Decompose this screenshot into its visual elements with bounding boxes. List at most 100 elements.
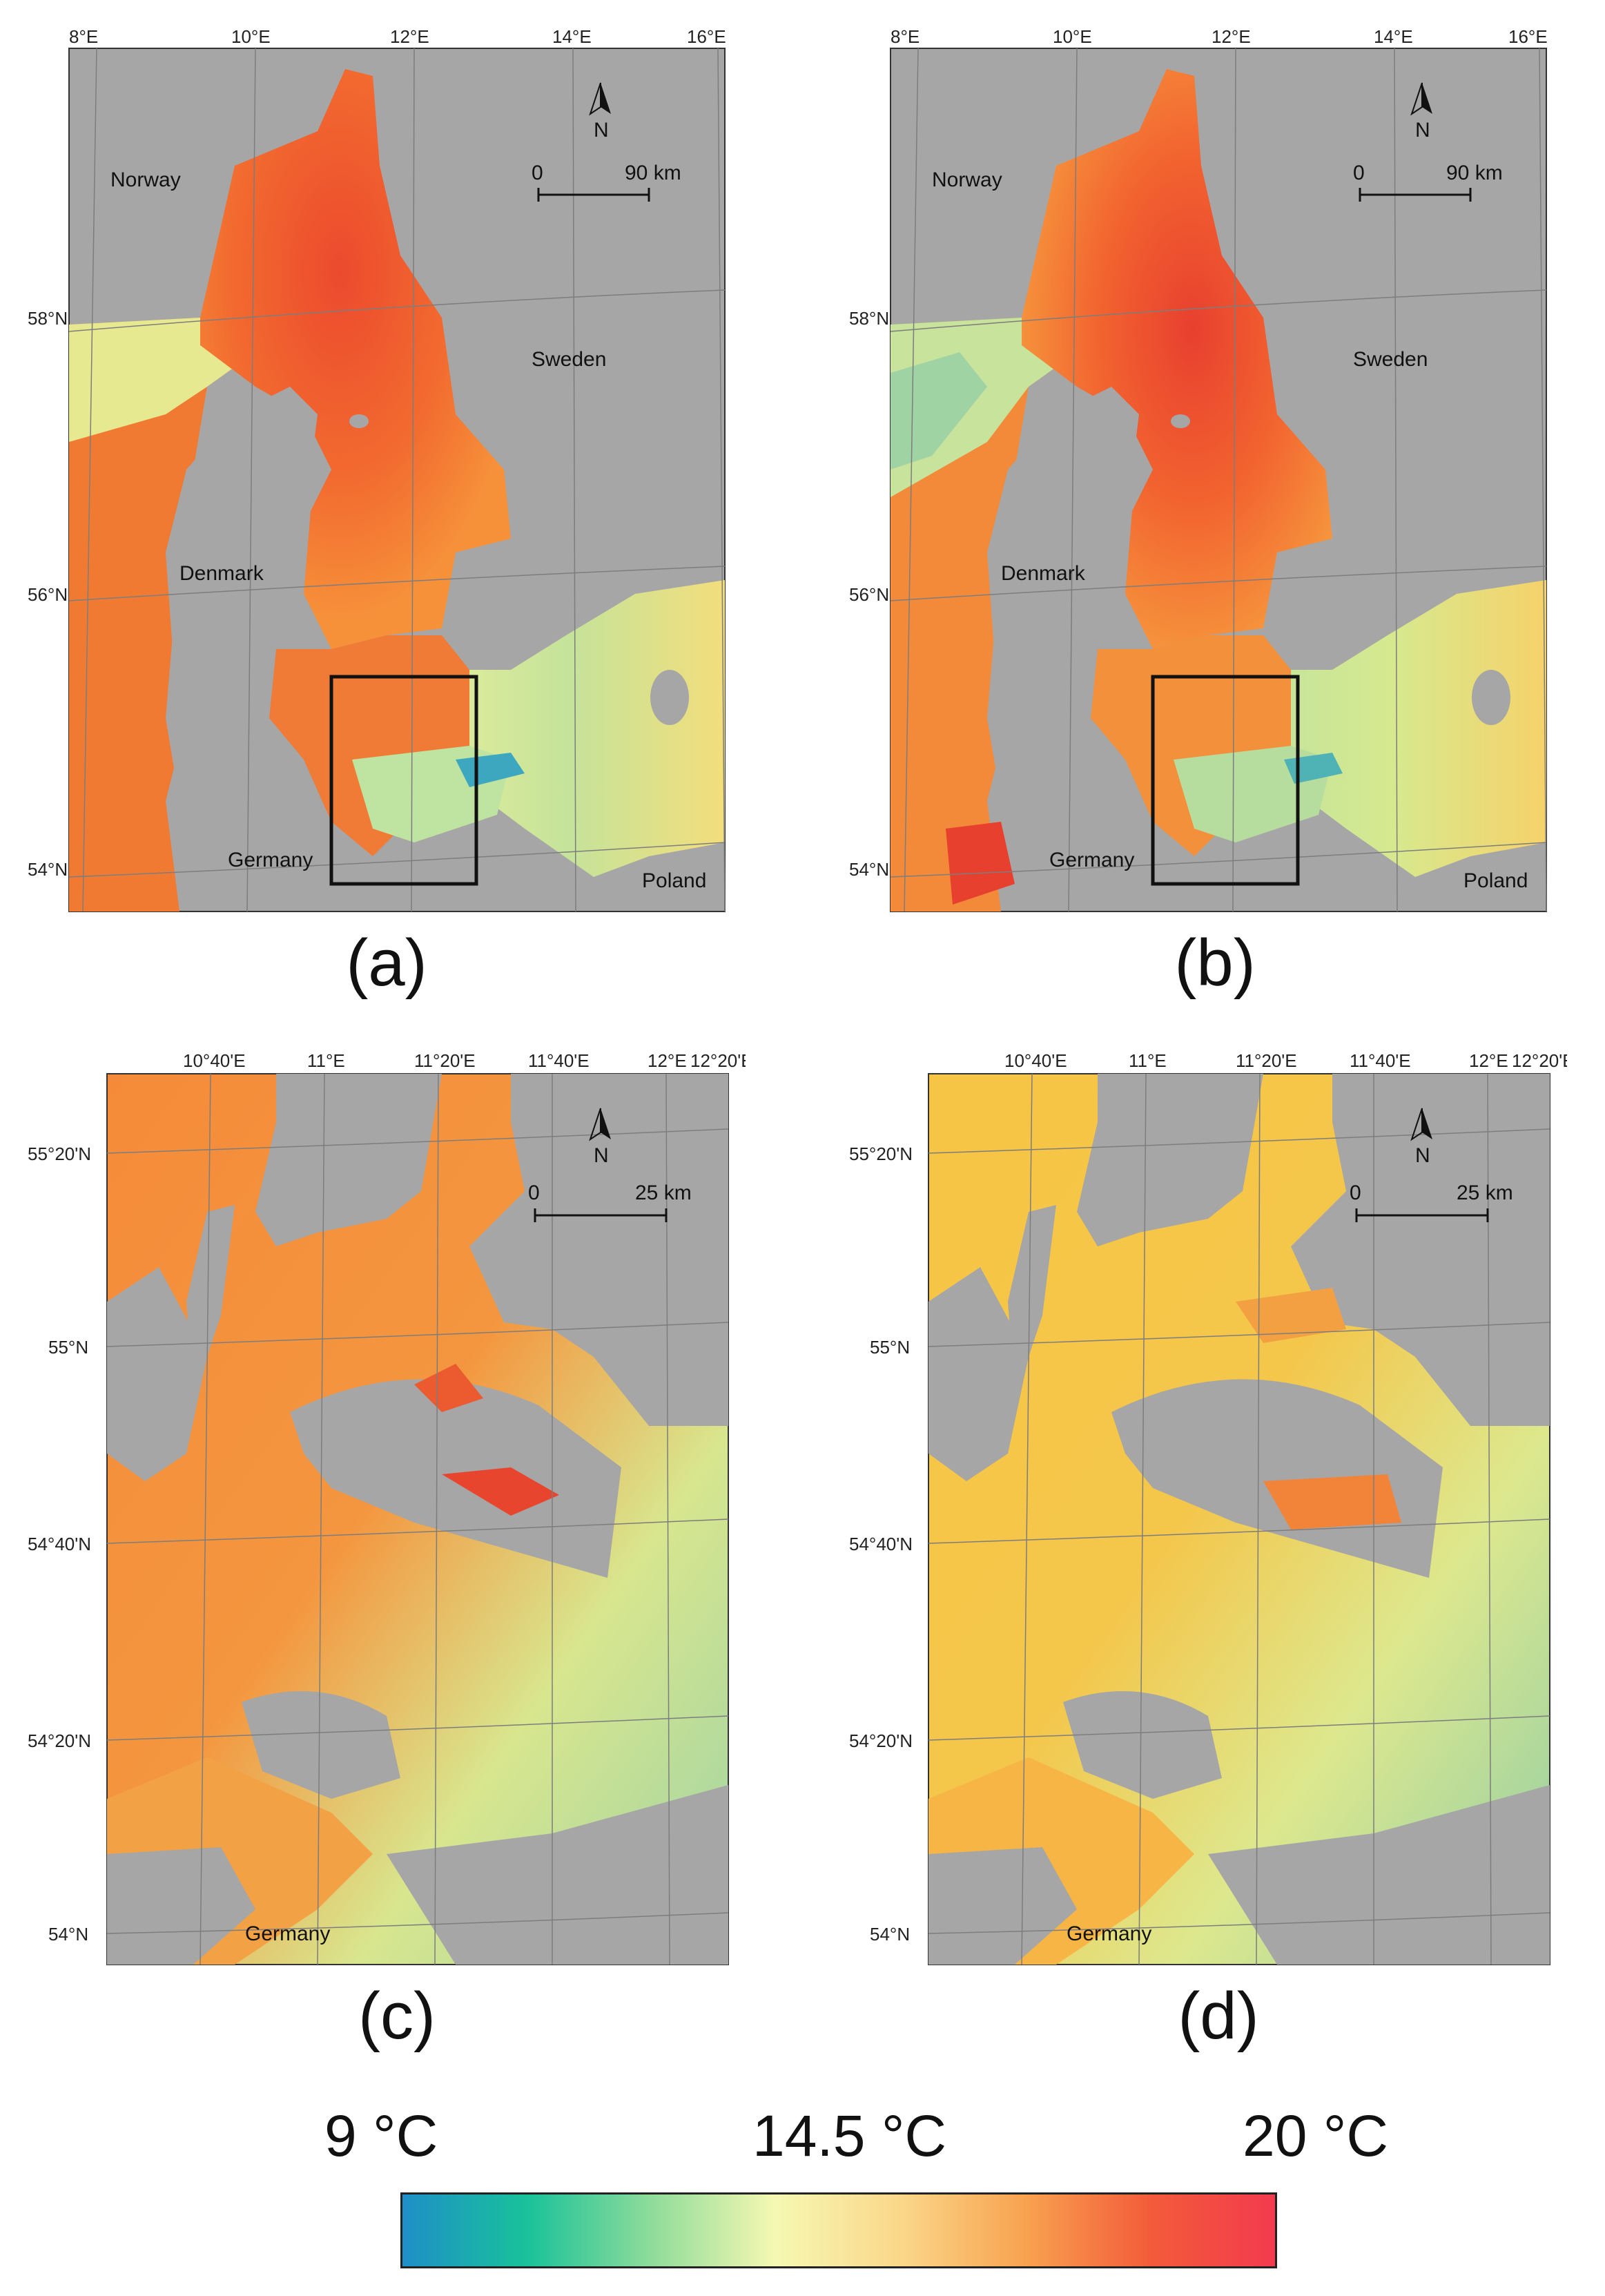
graticule bbox=[106, 1073, 729, 1965]
inset-box bbox=[329, 675, 478, 886]
bornholm bbox=[1472, 670, 1510, 725]
legend-mid-label: 14.5 °C bbox=[752, 2103, 947, 2168]
left-tick: 56°N bbox=[849, 584, 889, 605]
inset-box bbox=[1151, 675, 1300, 886]
kattegat bbox=[1022, 69, 1332, 649]
panel-b: 8°E 10°E 12°E 14°E 16°E 58°N 56°N 54°N N… bbox=[849, 28, 1567, 932]
top-tick: 11°E bbox=[1129, 1050, 1167, 1071]
left-tick: 58°N bbox=[849, 308, 889, 329]
legend-max-label: 20 °C bbox=[1243, 2103, 1389, 2168]
svg-text:25 km: 25 km bbox=[635, 1181, 692, 1204]
scale-bar: 0 25 km bbox=[528, 1181, 692, 1222]
warm-patch bbox=[1263, 1474, 1401, 1530]
svg-text:0: 0 bbox=[532, 162, 543, 184]
top-tick: 10°E bbox=[1053, 28, 1092, 47]
top-tick: 16°E bbox=[687, 28, 726, 47]
jutland bbox=[987, 387, 1139, 801]
top-tick: 8°E bbox=[69, 28, 98, 47]
cold-spot bbox=[456, 753, 525, 787]
left-tick: 55°20'N bbox=[849, 1144, 913, 1164]
legend-min-label: 9 °C bbox=[324, 2103, 438, 2168]
scale-bar: 0 25 km bbox=[1350, 1181, 1513, 1222]
left-tick: 58°N bbox=[28, 308, 68, 329]
top-tick: 11°E bbox=[307, 1050, 345, 1071]
left-tick: 54°N bbox=[870, 1924, 910, 1945]
top-tick: 14°E bbox=[552, 28, 592, 47]
germany-west bbox=[928, 1847, 1077, 1965]
lake bbox=[349, 414, 369, 428]
top-tick: 10°E bbox=[231, 28, 271, 47]
map-b: 8°E 10°E 12°E 14°E 16°E 58°N 56°N 54°N N… bbox=[849, 28, 1548, 912]
als-island bbox=[928, 1267, 1029, 1481]
svg-text:N: N bbox=[1415, 1144, 1430, 1167]
left-tick: 54°20'N bbox=[28, 1730, 91, 1751]
fehmarn bbox=[1063, 1691, 1222, 1799]
top-tick: 10°40'E bbox=[1004, 1050, 1067, 1071]
svg-text:25 km: 25 km bbox=[1457, 1181, 1513, 1204]
top-tick: 11°40'E bbox=[528, 1050, 590, 1071]
top-tick: 11°40'E bbox=[1350, 1050, 1411, 1071]
top-tick: 12°E bbox=[390, 28, 429, 47]
svg-text:0: 0 bbox=[1353, 162, 1365, 184]
lake bbox=[1171, 414, 1190, 428]
svg-text:90 km: 90 km bbox=[1446, 162, 1503, 184]
zealand bbox=[1291, 1074, 1550, 1426]
label-sweden: Sweden bbox=[1353, 348, 1428, 371]
top-tick: 12°E bbox=[1469, 1050, 1508, 1071]
map-a: 8°E 10°E 12°E 14°E 16°E 58°N 56°N 54°N N… bbox=[28, 28, 726, 912]
langeland bbox=[1008, 1205, 1056, 1398]
germany-west bbox=[107, 1847, 255, 1965]
north-arrow-icon: N bbox=[1410, 1108, 1432, 1167]
top-tick: 11°20'E bbox=[1236, 1050, 1297, 1071]
svg-text:N: N bbox=[1415, 119, 1430, 142]
jutland bbox=[166, 387, 318, 801]
kattegat bbox=[200, 69, 511, 649]
map-c: 10°40'E 11°E 11°20'E 11°40'E 12°E 12°20'… bbox=[28, 1050, 746, 1965]
svg-text:N: N bbox=[594, 1144, 609, 1167]
lolland bbox=[1111, 1379, 1443, 1578]
top-tick: 11°20'E bbox=[414, 1050, 476, 1071]
label-sweden: Sweden bbox=[532, 348, 606, 371]
label-germany: Germany bbox=[245, 1922, 330, 1945]
bornholm bbox=[650, 670, 689, 725]
north-arrow-icon: N bbox=[589, 1108, 611, 1167]
als-island bbox=[107, 1267, 207, 1481]
left-tick: 56°N bbox=[28, 584, 68, 605]
left-tick: 54°N bbox=[849, 859, 889, 880]
panel-c: 10°40'E 11°E 11°20'E 11°40'E 12°E 12°20'… bbox=[28, 1039, 746, 1978]
left-tick: 54°N bbox=[28, 859, 68, 880]
svg-text:N: N bbox=[594, 119, 609, 142]
skagerrak-cold bbox=[891, 352, 987, 470]
north-sea bbox=[69, 318, 255, 911]
germany-east bbox=[1208, 1785, 1550, 1965]
label-poland: Poland bbox=[1463, 869, 1528, 892]
fehmarn bbox=[242, 1691, 400, 1799]
label-poland: Poland bbox=[642, 869, 706, 892]
left-tick: 54°40'N bbox=[28, 1534, 91, 1554]
svg-text:0: 0 bbox=[528, 1181, 540, 1204]
left-tick: 55°N bbox=[48, 1337, 88, 1358]
hot-patch bbox=[414, 1364, 483, 1412]
scale-bar: 0 90 km bbox=[1353, 162, 1503, 202]
top-tick: 12°E bbox=[648, 1050, 687, 1071]
label-denmark: Denmark bbox=[179, 562, 264, 585]
top-tick: 10°40'E bbox=[183, 1050, 246, 1071]
left-tick: 54°40'N bbox=[849, 1534, 913, 1554]
svg-text:0: 0 bbox=[1350, 1181, 1361, 1204]
left-tick: 54°20'N bbox=[849, 1730, 913, 1751]
top-tick: 14°E bbox=[1374, 28, 1413, 47]
wadden-hot bbox=[946, 822, 1015, 905]
funen bbox=[255, 1074, 442, 1246]
left-tick: 55°N bbox=[870, 1337, 910, 1358]
top-tick: 12°20'E bbox=[690, 1050, 746, 1071]
graticule bbox=[68, 48, 726, 912]
map-d: 10°40'E 11°E 11°20'E 11°40'E 12°E 12°20'… bbox=[849, 1050, 1567, 1965]
panel-label-a: (a) bbox=[346, 926, 427, 1000]
funen bbox=[1077, 1074, 1263, 1246]
left-tick: 54°N bbox=[48, 1924, 88, 1945]
panel-label-b: (b) bbox=[1174, 926, 1256, 1000]
warm-patch bbox=[1236, 1288, 1346, 1343]
svg-text:90 km: 90 km bbox=[625, 162, 681, 184]
scale-bar: 0 90 km bbox=[532, 162, 681, 202]
top-tick: 16°E bbox=[1508, 28, 1548, 47]
